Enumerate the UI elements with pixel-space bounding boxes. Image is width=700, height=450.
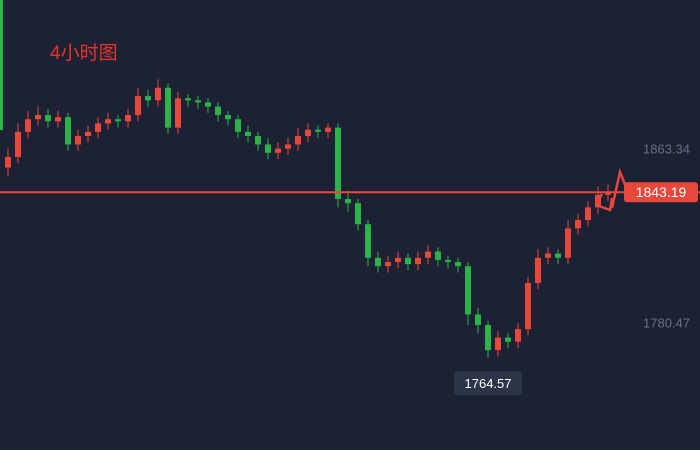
last-price-label: 1843.19 <box>636 184 687 200</box>
low-label-box <box>454 371 522 396</box>
candle-body <box>175 98 181 128</box>
y-tick-label: 1780.47 <box>643 315 690 330</box>
edge-bar <box>0 0 3 130</box>
candle-body <box>325 127 331 132</box>
candle-body <box>75 136 81 145</box>
candle-body <box>285 144 291 149</box>
candle-body <box>115 119 121 122</box>
candle-body <box>435 251 441 260</box>
candle-body <box>195 100 201 103</box>
candle-body <box>475 314 481 325</box>
candle-body <box>185 98 191 101</box>
candle-body <box>15 131 21 158</box>
candle-body <box>485 324 491 351</box>
last-price-box <box>624 182 698 203</box>
candle-body <box>215 106 221 116</box>
candle-body <box>545 253 551 258</box>
candle-body <box>375 257 381 267</box>
candle-body <box>255 136 261 145</box>
candle-body <box>555 253 561 258</box>
candle-body <box>135 96 141 116</box>
candle-body <box>35 115 41 120</box>
candle-body <box>365 224 371 258</box>
candle-body <box>535 257 541 283</box>
candle-body <box>245 131 251 137</box>
candle-body <box>45 115 51 122</box>
candle-body <box>235 119 241 132</box>
candle-body <box>425 251 431 258</box>
plot: 1863.34 1780.47 1843.19 1764.57 <box>0 79 700 396</box>
candle-body <box>335 127 341 200</box>
candle-body <box>55 117 61 122</box>
candle-body <box>145 96 151 101</box>
y-tick-label: 1863.34 <box>643 141 690 156</box>
candle-body <box>345 199 351 204</box>
candle-body <box>295 136 301 145</box>
candle-body <box>305 129 311 137</box>
candle-body <box>165 87 171 128</box>
candle-body <box>155 87 161 101</box>
candle-body <box>395 257 401 262</box>
candle-body <box>385 261 391 267</box>
candle-body <box>5 157 11 168</box>
low-label: 1764.57 <box>465 376 512 391</box>
candle-body <box>125 115 131 122</box>
candle-body <box>575 220 581 229</box>
candle-body <box>415 257 421 265</box>
candle-body <box>455 261 461 267</box>
candle-body <box>315 129 321 132</box>
candle-body <box>65 117 71 145</box>
candle-body <box>265 144 271 153</box>
candle-body <box>205 102 211 107</box>
candle-body <box>95 123 101 132</box>
candle-body <box>505 337 511 342</box>
candle-body <box>225 115 231 120</box>
candle-body <box>85 131 91 137</box>
chart-title: 4小时图 <box>50 42 118 64</box>
candle-body <box>105 119 111 124</box>
candle-body <box>565 228 571 258</box>
candle-body <box>445 259 451 262</box>
candle-body <box>355 203 361 225</box>
arrow-drawing <box>594 167 630 212</box>
candle-body <box>525 282 531 330</box>
candle-body <box>495 337 501 351</box>
candle-body <box>275 148 281 153</box>
candle-body <box>405 257 411 265</box>
candle-body <box>465 266 471 315</box>
candle-body <box>585 207 591 221</box>
candle-body <box>25 119 31 132</box>
candle-body <box>515 329 521 342</box>
candle-body <box>605 192 611 195</box>
